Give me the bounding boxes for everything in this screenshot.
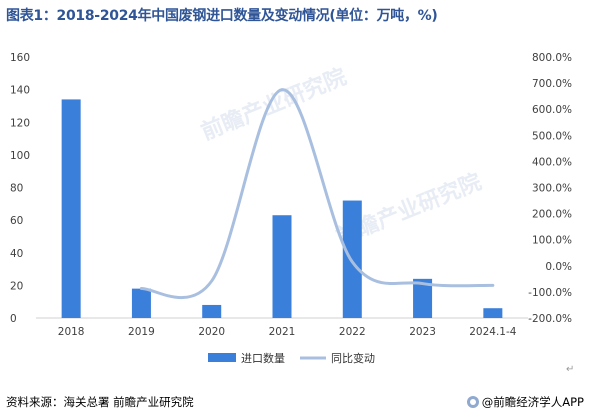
x-tick-label: 2022 — [339, 326, 366, 338]
y-right-tick-label: 700.0% — [532, 78, 572, 90]
x-tick-label: 2019 — [128, 326, 155, 338]
x-tick-label: 2021 — [269, 326, 296, 338]
brand-label: @前瞻经济学人APP — [466, 394, 584, 410]
y-left-tick-label: 120 — [10, 117, 30, 129]
y-right-tick-label: -200.0% — [528, 313, 572, 325]
series-line — [139, 88, 495, 300]
y-right-tick-label: 600.0% — [532, 104, 572, 116]
legend-label: 同比变动 — [331, 351, 375, 365]
y-right-tick-label: 300.0% — [532, 183, 572, 195]
bar — [202, 304, 222, 318]
chart-title: 图表1：2018-2024年中国废钢进口数量及变动情况(单位：万吨，%) — [6, 8, 438, 24]
y-left-tick-label: 40 — [10, 248, 23, 260]
bar — [413, 278, 433, 318]
y-right-tick-label: 500.0% — [532, 130, 572, 142]
x-tick-label: 2020 — [198, 326, 225, 338]
y-right-tick-label: 0.0% — [545, 261, 572, 273]
y-right-tick-label: 800.0% — [532, 52, 572, 64]
y-left-tick-label: 140 — [10, 85, 30, 97]
y-left-tick-label: 0 — [10, 313, 17, 325]
bar — [61, 99, 81, 318]
y-left-tick-label: 20 — [10, 280, 23, 292]
y-right-tick-label: 200.0% — [532, 209, 572, 221]
y-right-tick-label: 100.0% — [532, 235, 572, 247]
x-tick-label: 2024.1-4 — [469, 326, 517, 338]
paragraph-mark: ↵ — [566, 364, 575, 375]
y-left-tick-label: 80 — [10, 183, 23, 195]
x-tick-label: 2023 — [409, 326, 436, 338]
bar — [272, 215, 292, 318]
legend-swatch-bar — [208, 353, 236, 362]
legend-label: 进口数量 — [241, 352, 285, 365]
y-left-tick-label: 100 — [10, 150, 30, 162]
bar — [483, 308, 503, 318]
y-left-tick-label: 60 — [10, 215, 23, 227]
source-note: 资料来源：海关总署 前瞻产业研究院 — [6, 395, 194, 409]
brand-logo-icon — [466, 396, 479, 408]
y-left-tick-label: 160 — [10, 52, 30, 64]
y-right-tick-label: -100.0% — [528, 287, 572, 299]
y-right-tick-label: 400.0% — [532, 156, 572, 168]
x-tick-label: 2018 — [58, 326, 85, 338]
bar — [131, 288, 151, 318]
brand-text: @前瞻经济学人APP — [481, 395, 584, 409]
watermark-text: 前瞻产业研究院 — [198, 64, 351, 146]
